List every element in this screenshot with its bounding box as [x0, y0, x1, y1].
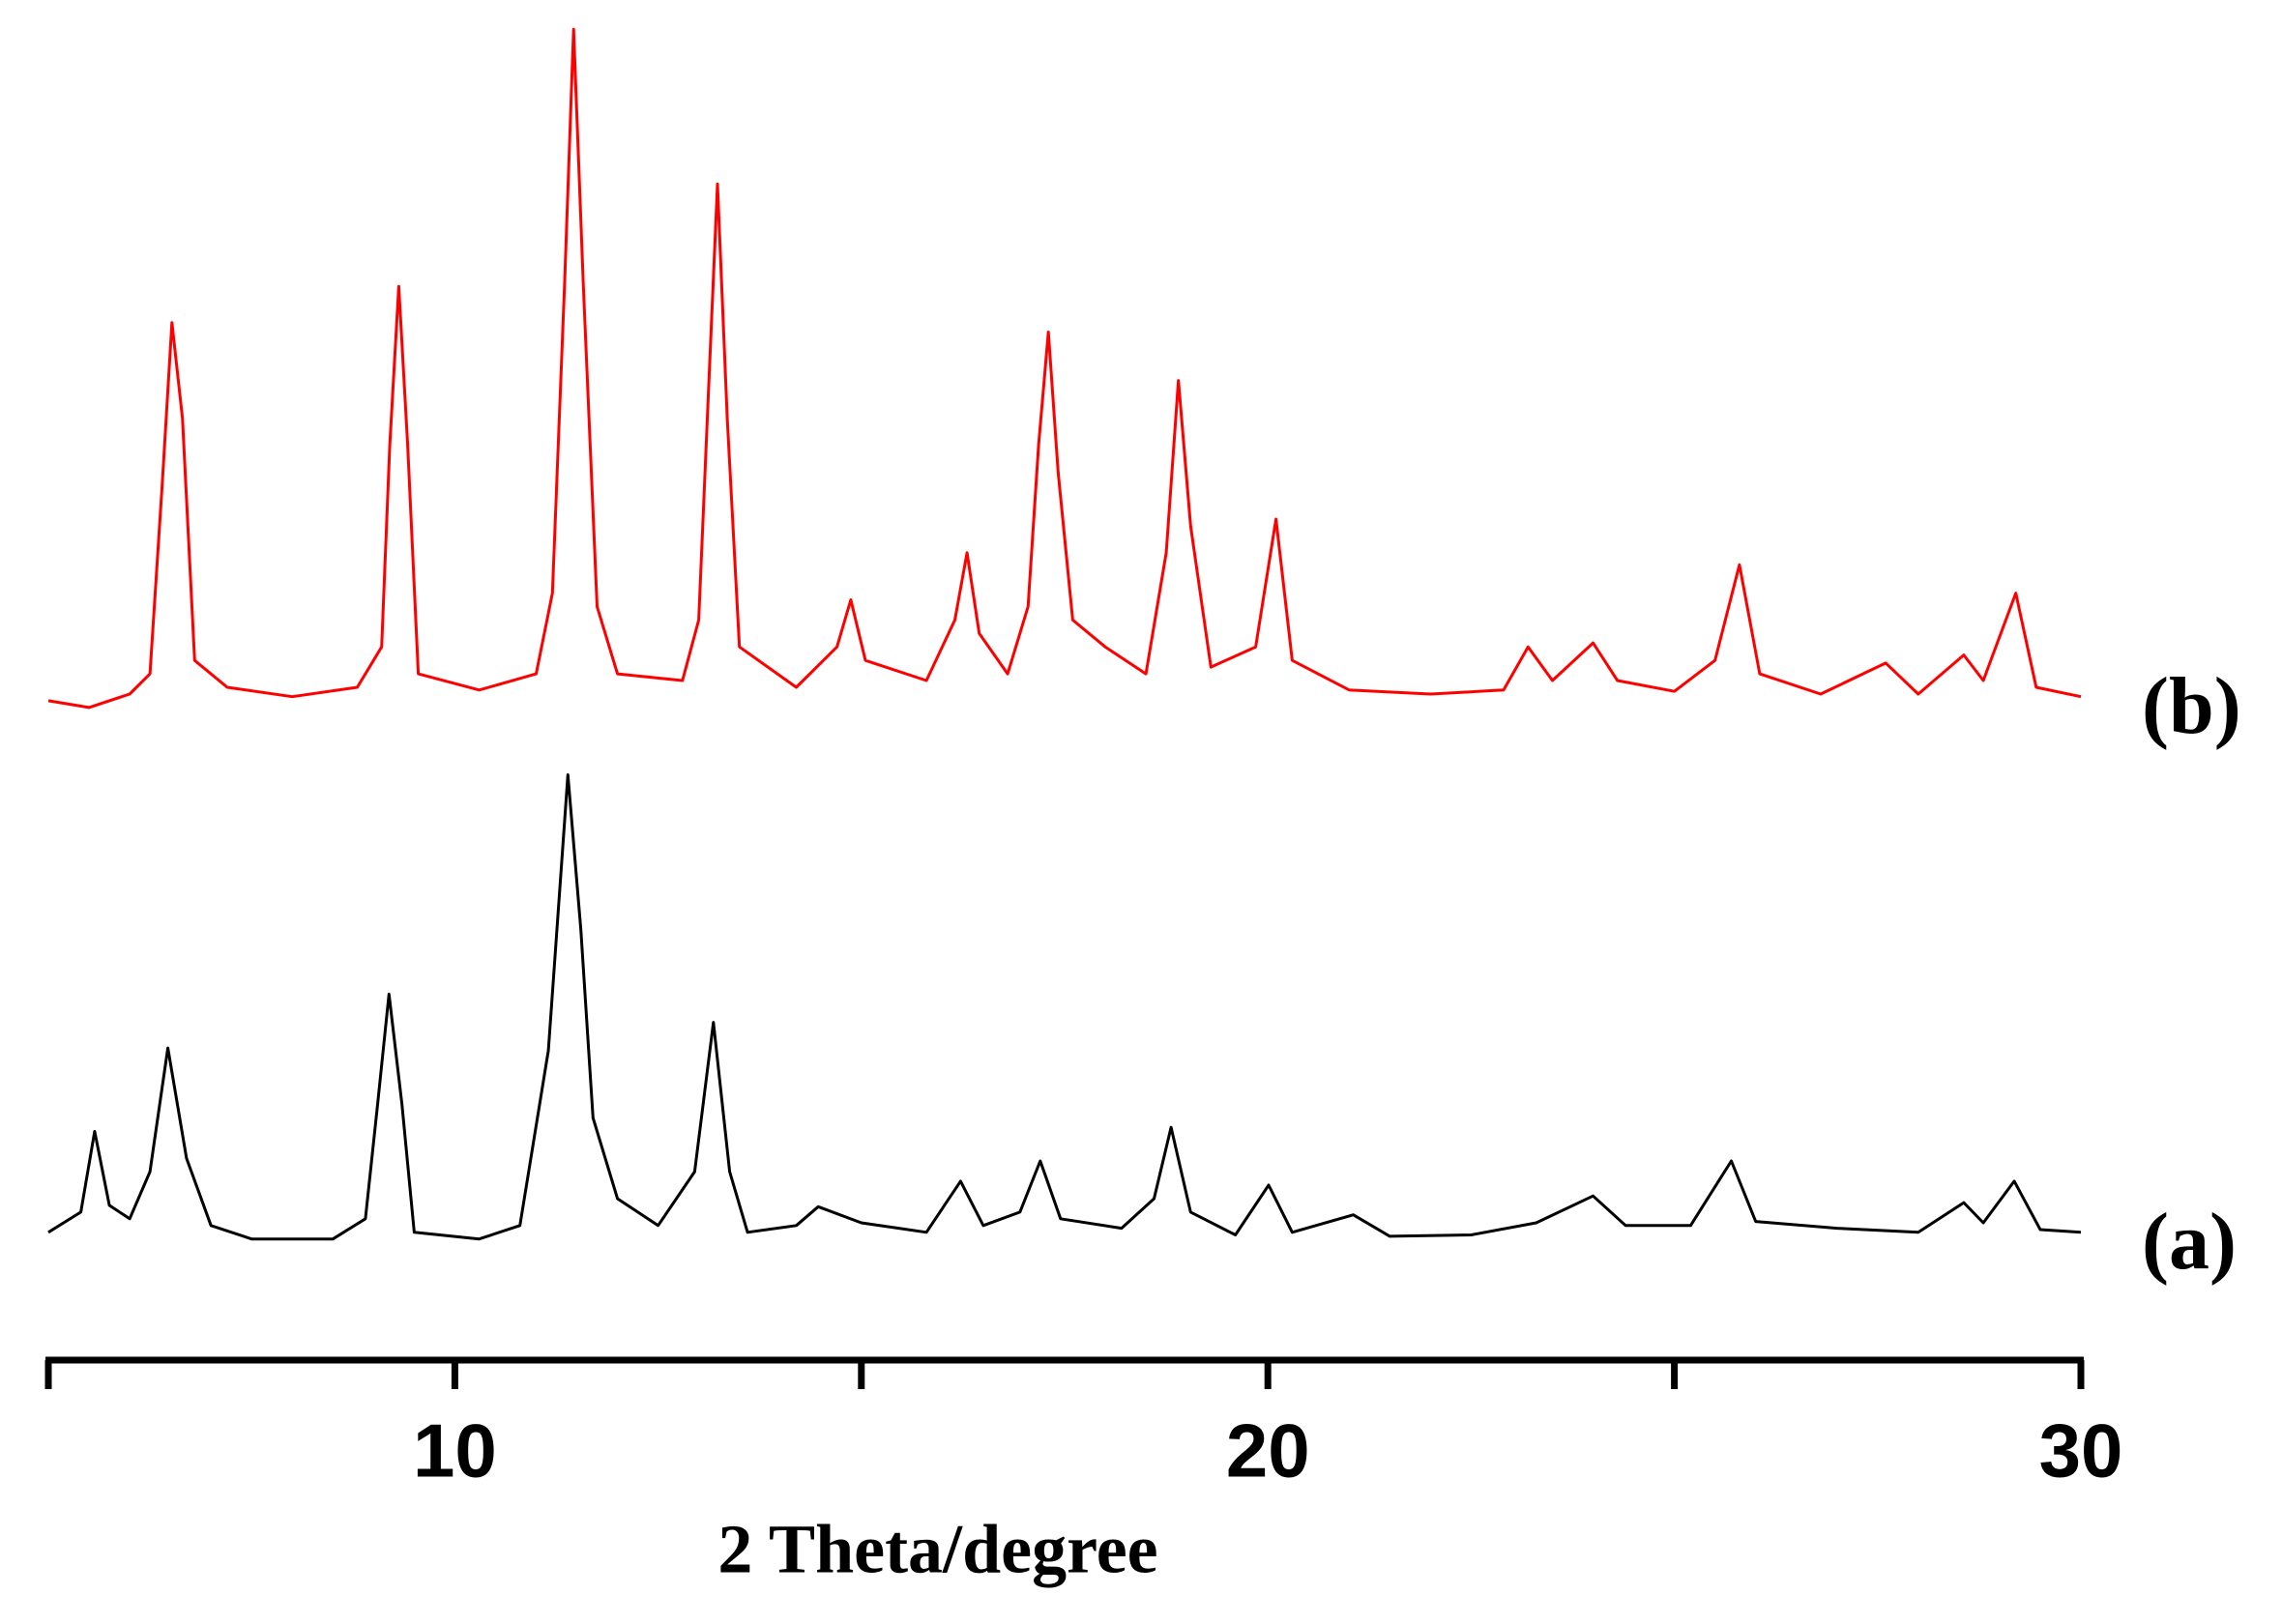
series-line	[47, 773, 2082, 1241]
x-tick-label: 10	[413, 1408, 497, 1494]
x-tick-label: 20	[1226, 1408, 1310, 1494]
x-tick-label: 30	[2039, 1408, 2123, 1494]
series-line	[47, 27, 2082, 710]
series-label: (a)	[2142, 1197, 2237, 1287]
series-label: (b)	[2142, 661, 2241, 751]
x-axis-title: 2 Theta/degree	[717, 1511, 1157, 1588]
